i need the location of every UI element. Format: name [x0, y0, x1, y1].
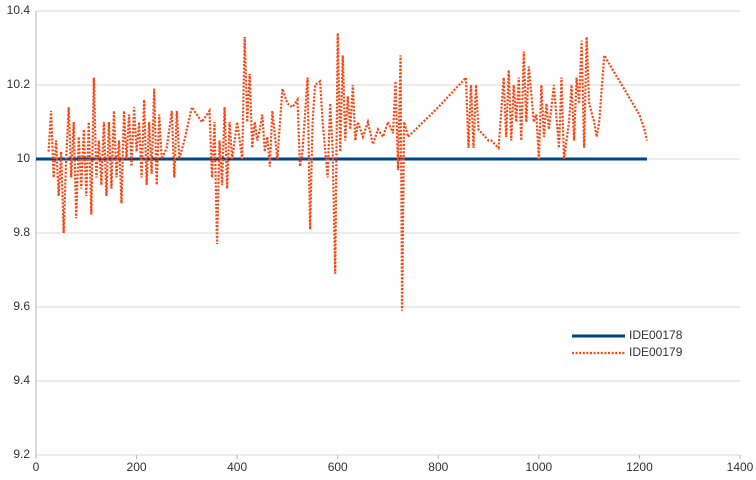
legend-label: IDE00178 — [629, 328, 683, 342]
x-tick-label: 600 — [328, 460, 348, 474]
x-tick-label: 0 — [33, 460, 40, 474]
y-tick-label: 9.6 — [13, 299, 30, 313]
y-tick-label: 9.2 — [13, 447, 30, 461]
y-tick-label: 10.2 — [7, 77, 31, 91]
y-tick-label: 9.4 — [13, 373, 30, 387]
y-tick-label: 10 — [17, 151, 31, 165]
x-tick-label: 200 — [127, 460, 147, 474]
x-tick-label: 400 — [227, 460, 247, 474]
x-tick-label: 1200 — [626, 460, 653, 474]
x-tick-label: 1000 — [526, 460, 553, 474]
y-tick-label: 9.8 — [13, 225, 30, 239]
x-tick-label: 800 — [428, 460, 448, 474]
x-tick-label: 1400 — [727, 460, 754, 474]
legend-label: IDE00179 — [629, 345, 683, 359]
y-tick-label: 10.4 — [7, 3, 31, 17]
series-line — [47, 33, 649, 311]
